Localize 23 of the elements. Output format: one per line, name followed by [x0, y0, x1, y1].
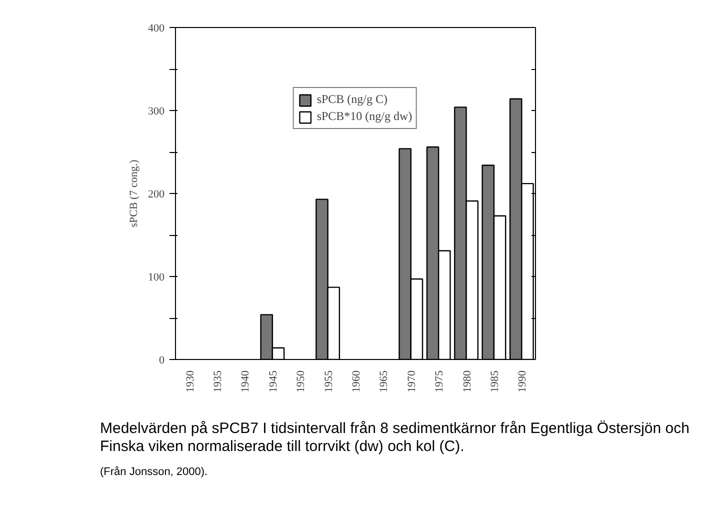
y-axis-title: sPCB (7 cong.) — [128, 159, 140, 228]
y-tick-label: 0 — [159, 354, 165, 366]
text: (Från Jonsson, 2000). — [100, 466, 208, 480]
x-tick-label: 1950 — [295, 370, 308, 392]
x-tick-label: 1955 — [322, 370, 335, 392]
x-tick-label: 1930 — [184, 370, 196, 392]
legend-label: sPCB*10 (ng/g dw) — [316, 109, 412, 124]
x-tick-label: 1945 — [267, 370, 280, 392]
x-tick-label: 1985 — [488, 370, 501, 392]
x-tick-label: 1970 — [406, 370, 418, 392]
y-tick-label: 100 — [148, 272, 165, 284]
x-tick-label: 1960 — [350, 370, 362, 392]
x-tick-label: 1975 — [434, 370, 446, 392]
y-tick-label: 200 — [148, 188, 165, 200]
legend-label: sPCB (ng/g C) — [316, 92, 388, 107]
x-tick-label: 1965 — [378, 370, 390, 392]
x-tick-label: 1940 — [240, 370, 252, 392]
text: Medelvärden på sPCB7 I tidsintervall från 8 sedimentkärnor från Egentliga Östersjön och Finska viken normaliserade till torrvikt (dw) och kol (C). — [100, 420, 690, 456]
x-tick-label: 1980 — [461, 370, 474, 392]
y-tick-label: 400 — [148, 22, 165, 34]
y-tick-label: 300 — [148, 106, 165, 118]
x-tick-label: 1935 — [212, 370, 224, 392]
x-tick-label: 1990 — [516, 370, 529, 392]
